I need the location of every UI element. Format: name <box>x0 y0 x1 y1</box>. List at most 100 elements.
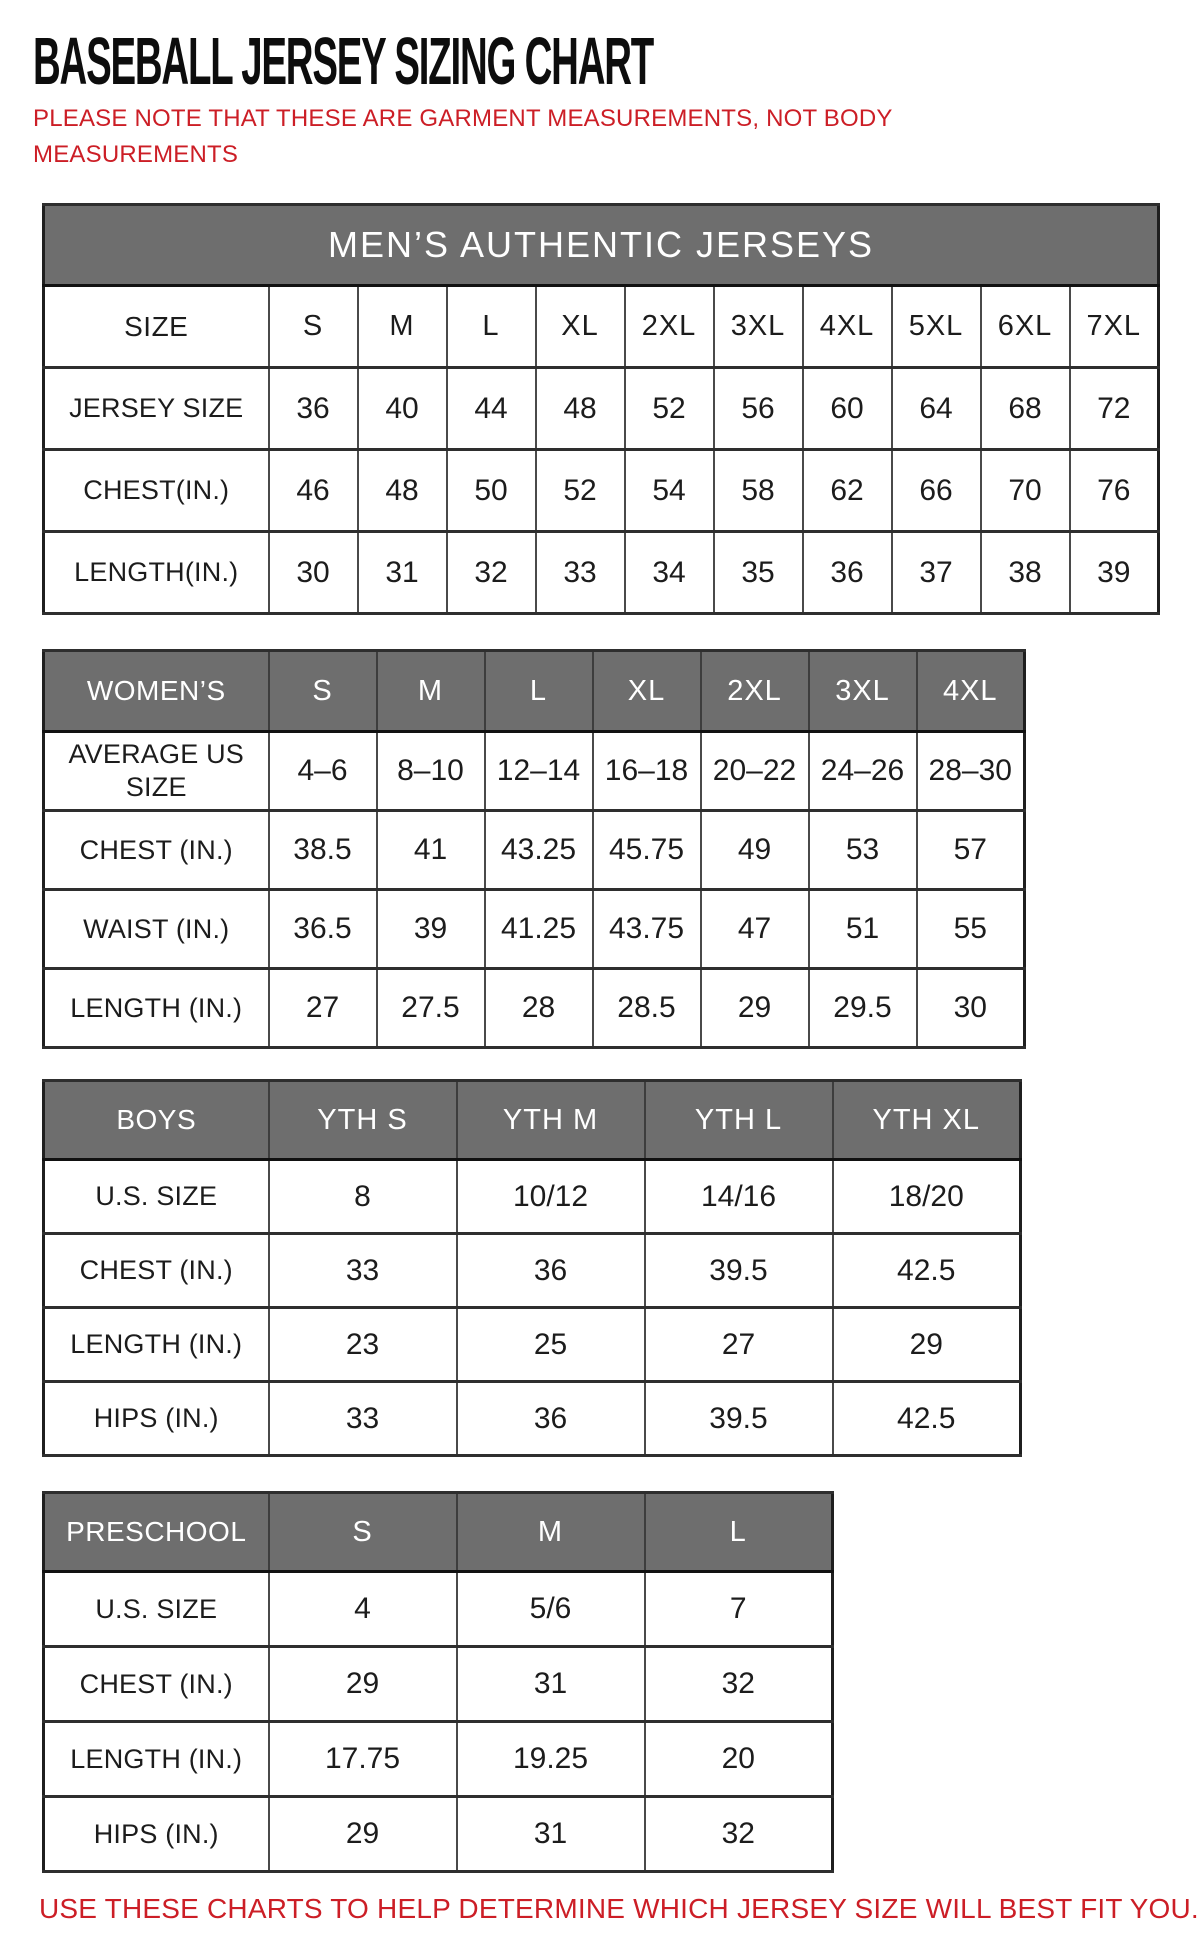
cell-value: 10/12 <box>455 1158 646 1235</box>
table-row: HIPS (IN.) 29 31 32 <box>42 1795 834 1873</box>
column-header: XL <box>591 649 702 733</box>
cell-value: 29 <box>831 1306 1022 1383</box>
cell-value: 4–6 <box>267 730 378 812</box>
cell-value: 72 <box>1068 366 1160 451</box>
cell-value: 32 <box>643 1645 834 1723</box>
row-label: LENGTH (IN.) <box>42 1306 270 1383</box>
cell-value: 64 <box>890 366 982 451</box>
cell-value: 42.5 <box>831 1380 1022 1457</box>
cell-value: 31 <box>455 1795 646 1873</box>
cell-value: 60 <box>801 366 893 451</box>
womens-sizing-table-grid: WOMEN’S S M L XL 2XL 3XL 4XL AVERAGE US SIZE 4–6 8… <box>42 649 1026 1049</box>
column-header: L <box>483 649 594 733</box>
cell-value: 68 <box>979 366 1071 451</box>
column-header: 5XL <box>890 284 982 369</box>
cell-value: 51 <box>807 888 918 970</box>
cell-value: 16–18 <box>591 730 702 812</box>
table-row: LENGTH (IN.) 17.75 19.25 20 <box>42 1720 834 1798</box>
cell-value: 46 <box>267 448 359 533</box>
cell-value: 39.5 <box>643 1380 834 1457</box>
cell-value: 47 <box>699 888 810 970</box>
cell-value: 45.75 <box>591 809 702 891</box>
cell-value: 8 <box>267 1158 458 1235</box>
cell-value: 43.75 <box>591 888 702 970</box>
table-row: LENGTH (IN.) 23 25 27 29 <box>42 1306 1022 1383</box>
cell-value: 39.5 <box>643 1232 834 1309</box>
row-label: CHEST(IN.) <box>42 448 270 533</box>
cell-value: 24–26 <box>807 730 918 812</box>
column-header: 6XL <box>979 284 1071 369</box>
cell-value: 27 <box>267 967 378 1049</box>
column-header: M <box>375 649 486 733</box>
cell-value: 32 <box>445 530 537 615</box>
mens-authentic-jerseys-banner: MEN’S AUTHENTIC JERSEYS <box>42 203 1160 287</box>
row-label: LENGTH (IN.) <box>42 967 270 1049</box>
cell-value: 55 <box>915 888 1026 970</box>
row-label: U.S. SIZE <box>42 1570 270 1648</box>
boys-sizing-table: BOYS YTH S YTH M YTH L YTH XL U.S. SIZE 8 10/12… <box>42 1079 1182 1457</box>
cell-value: 36 <box>801 530 893 615</box>
cell-value: 50 <box>445 448 537 533</box>
row-label: AVERAGE US SIZE <box>42 730 270 812</box>
cell-value: 20–22 <box>699 730 810 812</box>
preschool-sizing-table: PRESCHOOL S M L U.S. SIZE 4 5/6 7 CHEST (IN.) 29 3… <box>42 1491 1182 1873</box>
column-header: S <box>267 649 378 733</box>
column-header: SIZE <box>42 284 270 369</box>
column-header: L <box>445 284 537 369</box>
cell-value: 30 <box>267 530 359 615</box>
row-label: WAIST (IN.) <box>42 888 270 970</box>
cell-value: 36 <box>455 1380 646 1457</box>
table-row: CHEST (IN.) 33 36 39.5 42.5 <box>42 1232 1022 1309</box>
cell-value: 20 <box>643 1720 834 1798</box>
cell-value: 30 <box>915 967 1026 1049</box>
table-row: LENGTH (IN.) 27 27.5 28 28.5 29 29.5 30 <box>42 967 1026 1049</box>
row-label: HIPS (IN.) <box>42 1380 270 1457</box>
row-label: HIPS (IN.) <box>42 1795 270 1873</box>
mens-sizing-table: MEN’S AUTHENTIC JERSEYS SIZE S M L XL 2XL 3XL 4X… <box>42 203 1182 615</box>
cell-value: 29.5 <box>807 967 918 1049</box>
cell-value: 28.5 <box>591 967 702 1049</box>
table-row: JERSEY SIZE 36 40 44 48 52 56 60 64 68 72 <box>42 366 1160 451</box>
cell-value: 39 <box>1068 530 1160 615</box>
column-header: 2XL <box>623 284 715 369</box>
cell-value: 28 <box>483 967 594 1049</box>
cell-value: 4 <box>267 1570 458 1648</box>
cell-value: 41 <box>375 809 486 891</box>
cell-value: 31 <box>455 1645 646 1723</box>
cell-value: 36 <box>455 1232 646 1309</box>
cell-value: 37 <box>890 530 982 615</box>
cell-value: 76 <box>1068 448 1160 533</box>
table-row: AVERAGE US SIZE 4–6 8–10 12–14 16–18 20–22 24–… <box>42 730 1026 812</box>
cell-value: 58 <box>712 448 804 533</box>
column-header: BOYS <box>42 1079 270 1161</box>
column-header: M <box>455 1491 646 1573</box>
cell-value: 29 <box>699 967 810 1049</box>
column-header: S <box>267 284 359 369</box>
cell-value: 27.5 <box>375 967 486 1049</box>
cell-value: 36.5 <box>267 888 378 970</box>
footer-text: USE THESE CHARTS TO HELP DETERMINE WHICH… <box>39 1893 1199 1924</box>
cell-value: 52 <box>534 448 626 533</box>
cell-value: 32 <box>643 1795 834 1873</box>
cell-value: 28–30 <box>915 730 1026 812</box>
column-header: 4XL <box>915 649 1026 733</box>
cell-value: 17.75 <box>267 1720 458 1798</box>
cell-value: 38.5 <box>267 809 378 891</box>
row-label: CHEST (IN.) <box>42 809 270 891</box>
preschool-sizing-table-grid: PRESCHOOL S M L U.S. SIZE 4 5/6 7 CHEST (IN.) 29 3… <box>42 1491 834 1873</box>
cell-value: 36 <box>267 366 359 451</box>
row-label: U.S. SIZE <box>42 1158 270 1235</box>
cell-value: 8–10 <box>375 730 486 812</box>
table-row: CHEST (IN.) 38.5 41 43.25 45.75 49 53 57 <box>42 809 1026 891</box>
cell-value: 18/20 <box>831 1158 1022 1235</box>
table-row: HIPS (IN.) 33 36 39.5 42.5 <box>42 1380 1022 1457</box>
cell-value: 5/6 <box>455 1570 646 1648</box>
cell-value: 27 <box>643 1306 834 1383</box>
column-header: YTH XL <box>831 1079 1022 1161</box>
cell-value: 42.5 <box>831 1232 1022 1309</box>
column-header: YTH M <box>455 1079 646 1161</box>
table-row: CHEST (IN.) 29 31 32 <box>42 1645 834 1723</box>
cell-value: 52 <box>623 366 715 451</box>
cell-value: 53 <box>807 809 918 891</box>
